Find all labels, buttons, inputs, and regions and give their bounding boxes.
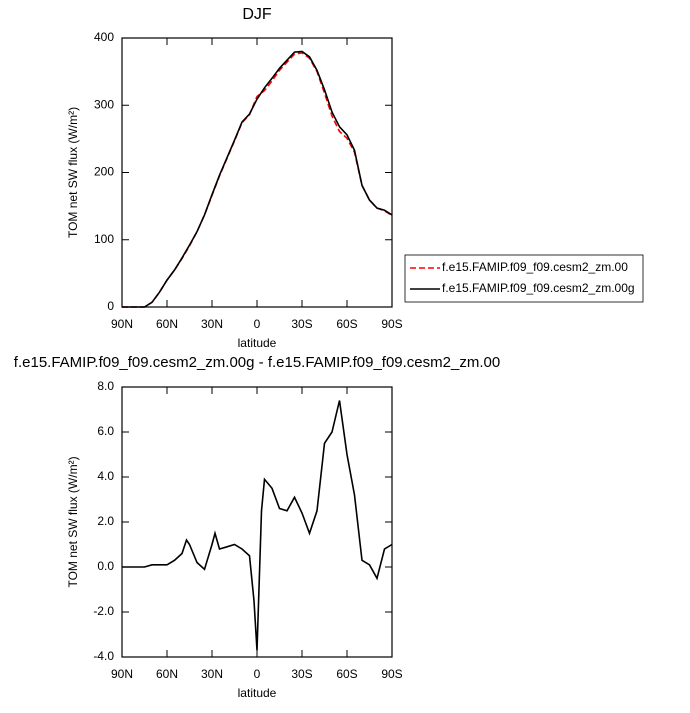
y-tick-label: 100: [94, 232, 114, 246]
x-axis-label: latitude: [238, 686, 277, 700]
legend-label: f.e15.FAMIP.f09_f09.cesm2_zm.00: [442, 260, 628, 274]
y-tick-label: 8.0: [97, 379, 114, 393]
x-tick-label: 30S: [291, 317, 312, 331]
legend-label: f.e15.FAMIP.f09_f09.cesm2_zm.00g: [442, 281, 635, 295]
y-tick-label: 4.0: [97, 469, 114, 483]
y-tick-label: 6.0: [97, 424, 114, 438]
x-tick-label: 60S: [336, 317, 357, 331]
x-tick-label: 60S: [336, 667, 357, 681]
y-axis-label: TOM net SW flux (W/m²): [66, 107, 80, 238]
y-tick-label: 300: [94, 97, 114, 111]
x-tick-label: 90N: [111, 317, 133, 331]
data-line: [122, 51, 393, 308]
y-tick-label: 2.0: [97, 514, 114, 528]
x-tick-label: 90S: [381, 667, 402, 681]
y-tick-label: 200: [94, 165, 114, 179]
x-tick-label: 0: [254, 317, 261, 331]
x-tick-label: 0: [254, 667, 261, 681]
x-tick-label: 90N: [111, 667, 133, 681]
y-axis-label: TOM net SW flux (W/m²): [66, 456, 80, 587]
x-tick-label: 60N: [156, 317, 178, 331]
y-tick-label: -2.0: [93, 604, 114, 618]
plot-frame: [121, 37, 393, 308]
legend-box: [404, 254, 644, 303]
x-axis-label: latitude: [238, 336, 277, 350]
data-line: [122, 50, 393, 308]
data-line: [122, 400, 393, 651]
x-tick-label: 30N: [201, 317, 223, 331]
plot-frame: [121, 386, 393, 658]
chart-title: DJF: [242, 6, 272, 23]
x-tick-label: 30S: [291, 667, 312, 681]
y-tick-label: -4.0: [93, 649, 114, 663]
y-tick-label: 0.0: [97, 559, 114, 573]
y-tick-label: 400: [94, 30, 114, 44]
chart-title: f.e15.FAMIP.f09_f09.cesm2_zm.00g - f.e15…: [14, 354, 500, 371]
x-tick-label: 30N: [201, 667, 223, 681]
x-tick-label: 60N: [156, 667, 178, 681]
x-tick-label: 90S: [381, 317, 402, 331]
y-tick-label: 0: [107, 299, 114, 313]
